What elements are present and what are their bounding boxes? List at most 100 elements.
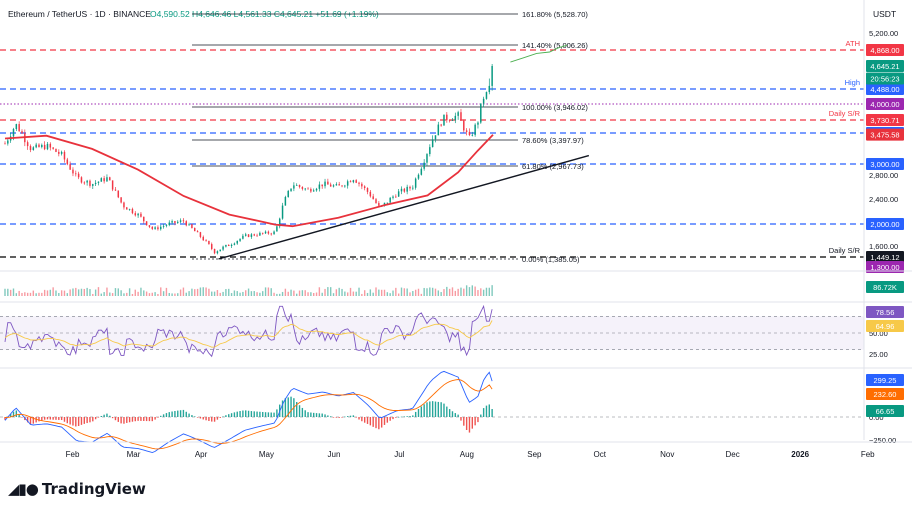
- macd-histogram-bar: [417, 408, 420, 417]
- volume-bar: [321, 292, 323, 296]
- macd-histogram-bar: [165, 413, 168, 417]
- macd-histogram-bar: [298, 405, 301, 417]
- macd-histogram-bar: [114, 417, 117, 421]
- candle-body: [488, 85, 491, 93]
- candle-body: [160, 226, 162, 230]
- volume-bar: [222, 291, 224, 296]
- macd-histogram-bar: [465, 417, 468, 430]
- candle-body: [332, 185, 335, 187]
- candle-body: [174, 221, 176, 223]
- volume-bar: [211, 291, 213, 296]
- volume-bar: [213, 291, 216, 296]
- volume-bar: [369, 289, 372, 296]
- volume-bar: [270, 288, 272, 296]
- volume-bar: [281, 291, 284, 296]
- candle-body: [191, 224, 193, 229]
- macd-histogram-bar: [276, 409, 278, 417]
- candle-body: [324, 181, 326, 187]
- candle-body: [463, 120, 465, 131]
- macd-histogram-bar: [386, 417, 389, 423]
- candle-body: [335, 184, 338, 186]
- volume-bar: [474, 286, 476, 296]
- volume-bar: [168, 292, 170, 296]
- volume-bar: [208, 288, 210, 296]
- time-tick-label: Apr: [195, 450, 208, 459]
- macd-histogram-bar: [341, 417, 343, 418]
- macd-histogram-bar: [233, 412, 236, 417]
- candle-body: [188, 224, 190, 226]
- candle-body: [363, 186, 366, 189]
- macd-histogram-bar: [58, 417, 60, 420]
- volume-bar: [429, 287, 431, 296]
- price-badge-bg: [866, 72, 904, 85]
- signal-value-badge-bg: [866, 388, 904, 400]
- level-price-badge: 4,000.00: [870, 100, 899, 109]
- price-tick-label: 2,800.00: [869, 171, 898, 180]
- volume-bar: [7, 288, 9, 296]
- macd-histogram-bar: [225, 415, 227, 417]
- candle-body: [412, 187, 414, 189]
- volume-bar: [259, 292, 261, 296]
- macd-histogram-bar: [168, 412, 170, 417]
- candle-body: [230, 244, 233, 246]
- tradingview-logo: ◢▮● TradingView: [8, 480, 146, 498]
- time-tick-label: Jul: [394, 450, 404, 459]
- volume-bar: [52, 287, 54, 296]
- volume-bar: [111, 293, 114, 296]
- candle-body: [256, 235, 258, 237]
- macd-tick-label: −250.00: [869, 436, 896, 445]
- macd-histogram-bar: [89, 417, 91, 423]
- macd-histogram-bar: [392, 417, 394, 420]
- volume-bar: [60, 290, 63, 296]
- candle-body: [429, 147, 431, 155]
- macd-histogram-bar: [321, 413, 323, 417]
- volume-bar: [15, 293, 18, 296]
- candle-body: [140, 213, 142, 217]
- volume-bar: [417, 288, 420, 296]
- volume-bar: [245, 290, 247, 296]
- candle-body: [355, 180, 357, 183]
- volume-bar: [301, 290, 304, 296]
- volume-bar: [395, 287, 397, 296]
- candle-body: [329, 184, 332, 187]
- volume-bar: [366, 292, 369, 296]
- macd-histogram-bar: [349, 415, 352, 417]
- volume-bar: [83, 288, 85, 296]
- volume-bar: [267, 287, 270, 296]
- macd-histogram-bar: [446, 406, 448, 417]
- volume-bar: [352, 291, 355, 296]
- volume-bar: [41, 292, 43, 296]
- candle-body: [111, 180, 114, 190]
- macd-histogram-bar: [222, 416, 224, 418]
- volume-bar: [392, 290, 394, 296]
- candle-body: [83, 182, 86, 184]
- volume-bar: [75, 287, 77, 296]
- candle-body: [298, 184, 301, 187]
- signal-value-badge: 232.60: [874, 390, 897, 399]
- macd-histogram-bar: [171, 411, 173, 417]
- macd-histogram-bar: [301, 407, 304, 417]
- candle-body: [109, 177, 111, 181]
- fib-label: 0.00% (1,385.05): [522, 255, 580, 264]
- volume-bar: [165, 287, 168, 296]
- symbol-title: Ethereum / TetherUS · 1D · BINANCE: [8, 9, 151, 19]
- candle-body: [219, 249, 221, 252]
- candle-body: [52, 147, 54, 149]
- candle-body: [253, 234, 255, 236]
- macd-histogram-bar: [290, 396, 292, 417]
- volume-bar: [465, 285, 468, 296]
- candle-body: [12, 129, 15, 137]
- volume-bar: [310, 292, 312, 296]
- macd-histogram-bar: [488, 404, 490, 417]
- candle-body: [202, 236, 204, 241]
- level-price-badge: 3,000.00: [870, 160, 899, 169]
- candle-body: [485, 92, 488, 99]
- volume-bar: [253, 291, 255, 296]
- time-tick-label: Dec: [726, 450, 740, 459]
- macd-histogram-bar: [327, 415, 329, 417]
- macd-histogram-bar: [145, 417, 148, 422]
- candle-body: [440, 124, 442, 126]
- macd-histogram-bar: [267, 412, 270, 417]
- volume-bar: [199, 287, 202, 296]
